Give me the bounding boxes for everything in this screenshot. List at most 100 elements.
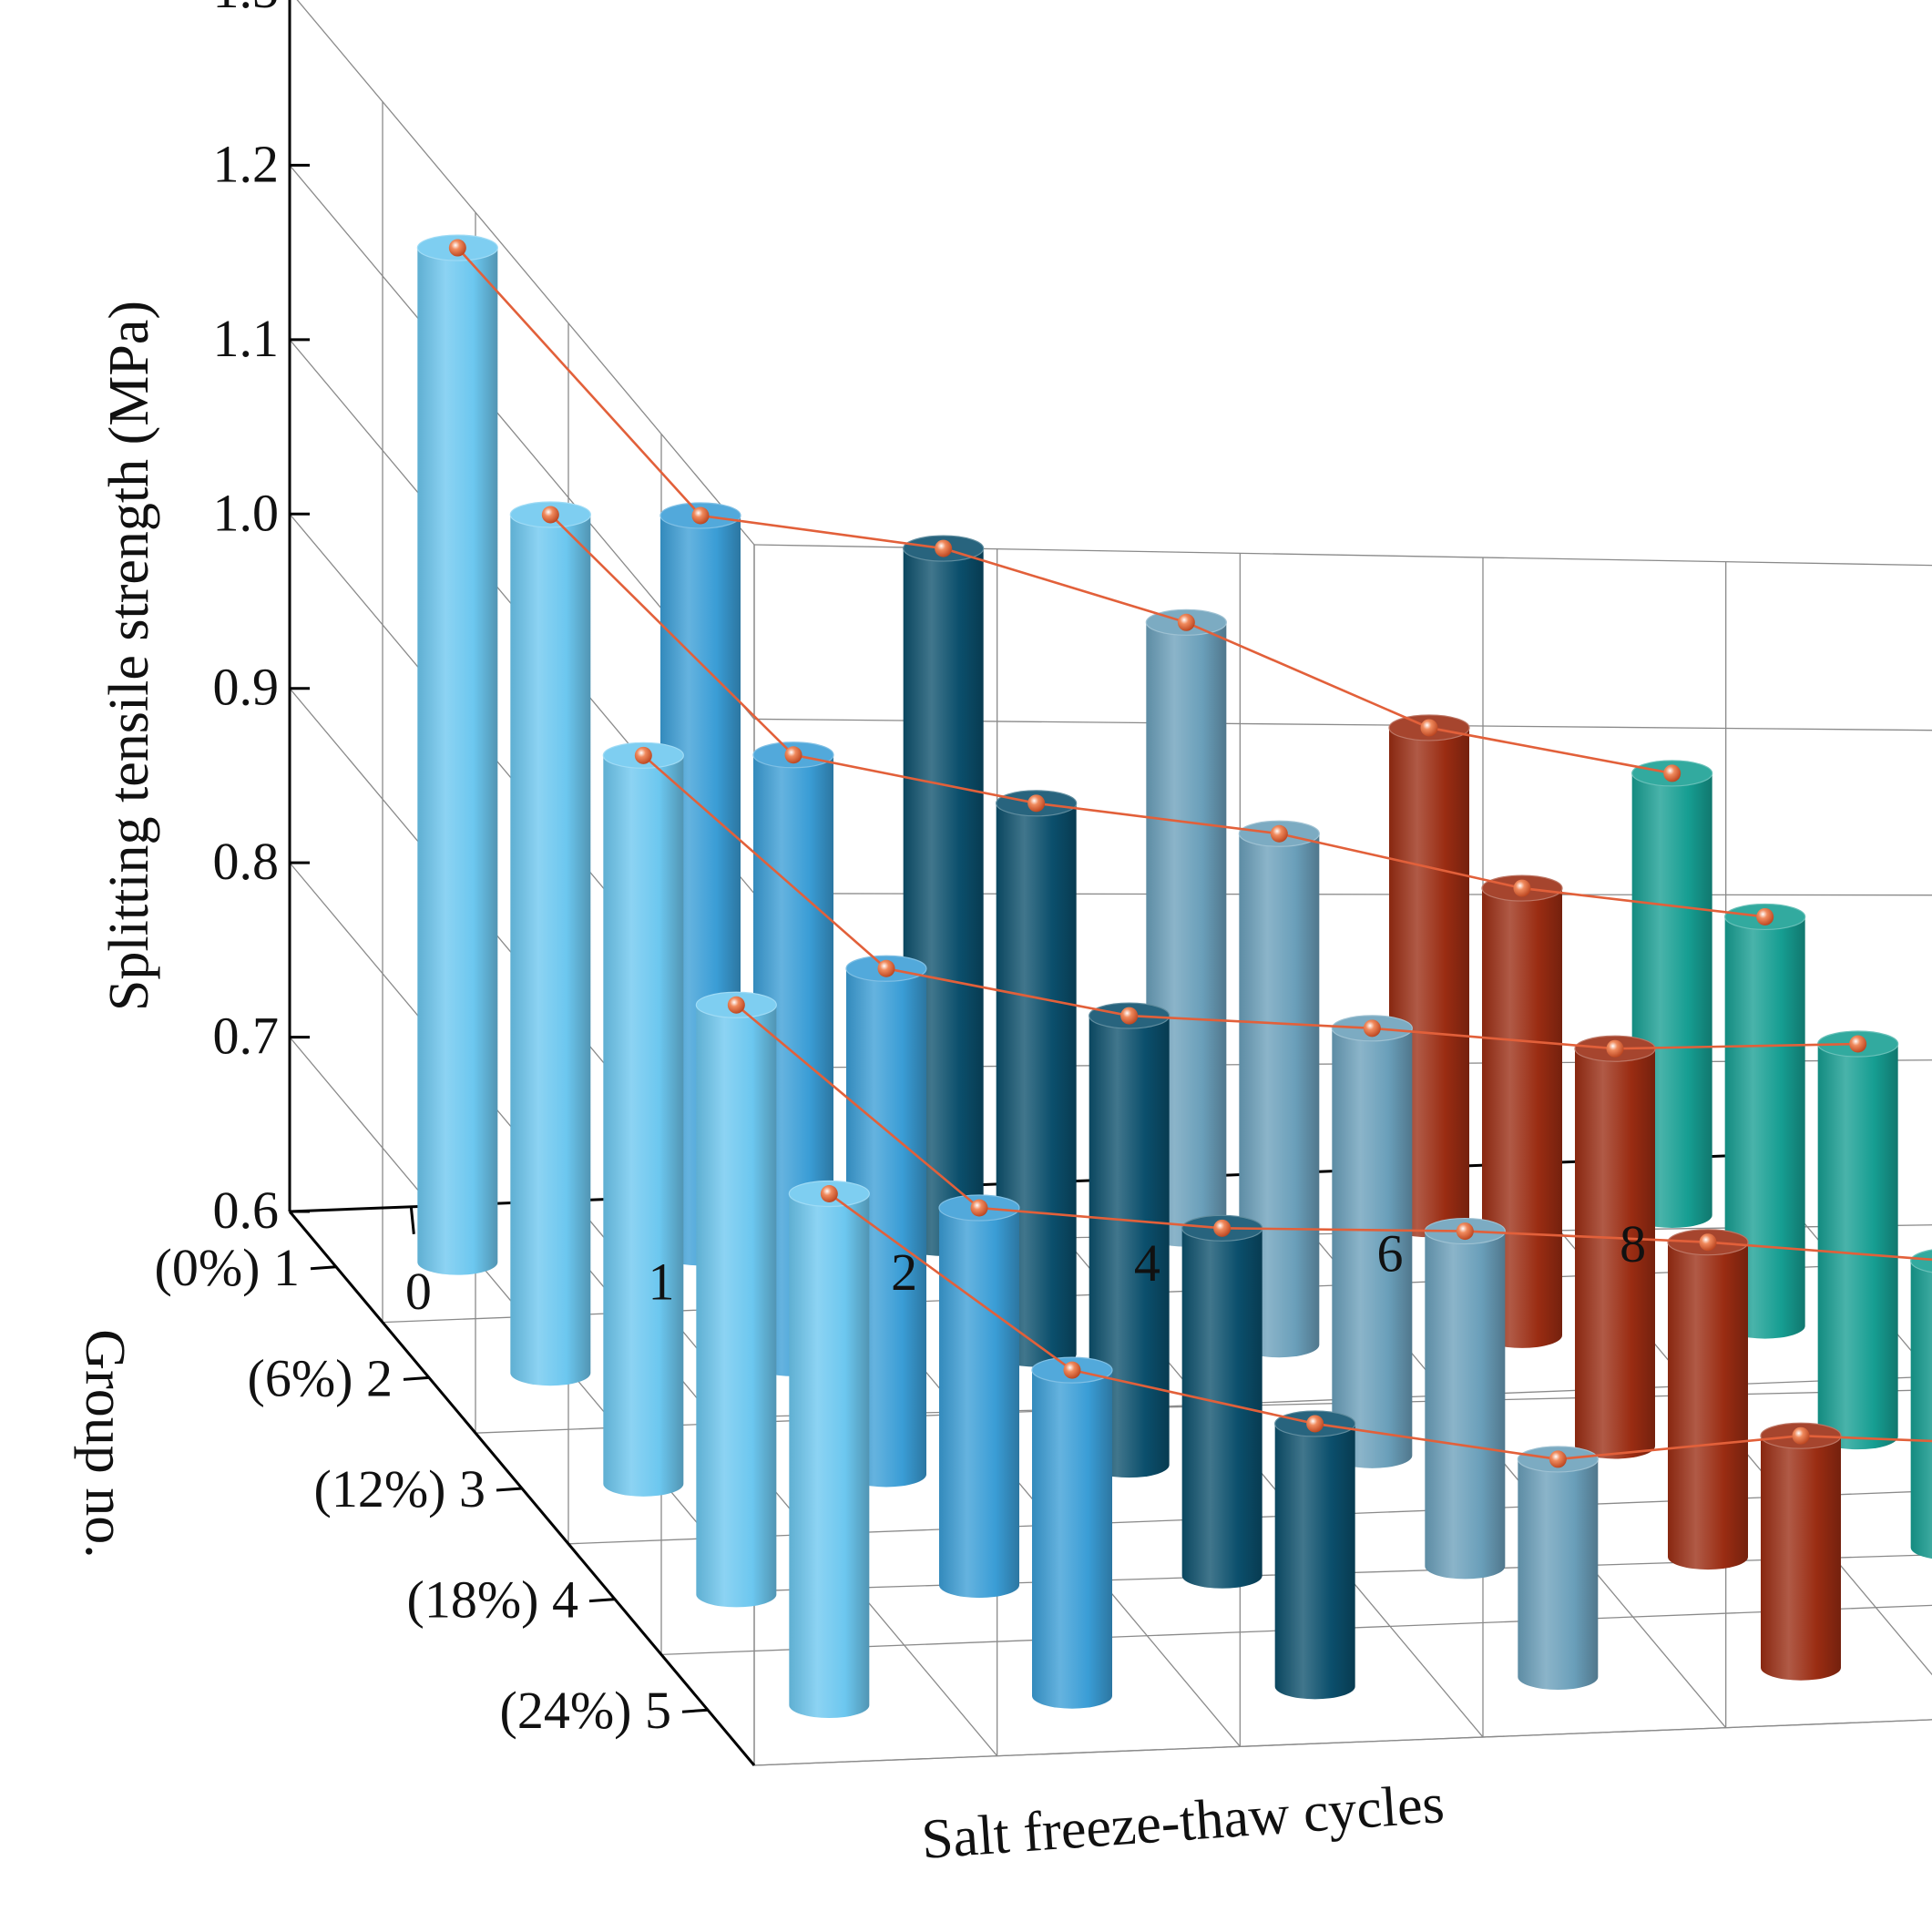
bar-body: [696, 1005, 777, 1608]
x-tick-label: 6: [1377, 1224, 1404, 1283]
bar: [1817, 1030, 1899, 1450]
data-point: [1699, 1233, 1717, 1252]
series-line: [828, 1192, 1932, 1461]
trend-lines: [456, 247, 1932, 1461]
data-point: [1792, 1426, 1810, 1445]
data-point: [1606, 1039, 1624, 1058]
y-tick: [310, 1265, 337, 1271]
bar-body: [1575, 1048, 1655, 1459]
data-point: [935, 539, 953, 557]
x-tick-label: 4: [1134, 1233, 1160, 1293]
bar: [938, 1194, 1020, 1599]
y-tick-label: (24%) 5: [500, 1681, 671, 1740]
y-tick-label: (6%) 2: [248, 1348, 393, 1407]
z-tick-label: 1.3: [213, 0, 280, 19]
x-tick-label: 1: [649, 1253, 675, 1312]
bar: [1517, 1446, 1599, 1691]
data-point: [1027, 794, 1046, 813]
data-point: [1363, 1019, 1381, 1038]
bar-body: [1089, 1016, 1170, 1478]
x-tick: [409, 1206, 415, 1234]
bar-body: [1518, 1458, 1599, 1691]
bar-body: [1761, 1436, 1841, 1681]
bar-body: [939, 1208, 1019, 1599]
z-tick-label: 0.6: [213, 1181, 280, 1240]
bar-body: [1668, 1242, 1748, 1570]
bar-body: [603, 755, 684, 1497]
y-tick: [588, 1598, 616, 1603]
bar-body: [510, 514, 591, 1386]
data-point: [448, 239, 466, 257]
y-axis-title: Group no.: [74, 1329, 136, 1558]
bar: [1910, 1249, 1932, 1559]
bar: [602, 741, 684, 1497]
data-point: [1177, 613, 1195, 631]
y-tick-label: (18%) 4: [407, 1570, 578, 1630]
bar: [1031, 1356, 1113, 1709]
series-line: [456, 247, 1672, 775]
data-point: [1849, 1035, 1867, 1053]
bar-body: [1724, 916, 1805, 1339]
data-point: [1120, 1007, 1139, 1025]
data-point: [541, 506, 559, 524]
bars: [416, 234, 1932, 1719]
y-tick: [681, 1708, 709, 1713]
bar-body: [417, 248, 498, 1275]
bar-top: [1910, 1249, 1932, 1273]
z-tick-label: 0.8: [213, 832, 280, 891]
data-point: [1513, 879, 1531, 897]
z-tick-label: 0.9: [213, 658, 280, 717]
grid-floor-line: [660, 1604, 1932, 1656]
data-point: [970, 1199, 988, 1217]
x-axis-title: Salt freeze-thaw cycles: [919, 1773, 1446, 1871]
grid-floor-line: [753, 1719, 1932, 1766]
z-tick-label: 1.1: [213, 309, 280, 368]
data-point: [1213, 1219, 1232, 1237]
series-line: [549, 514, 1765, 918]
data-point: [1756, 907, 1774, 925]
series-line: [735, 1004, 1932, 1262]
bar: [1760, 1422, 1842, 1681]
data-point: [691, 506, 710, 525]
data-point: [784, 746, 802, 764]
data-point: [1663, 764, 1682, 782]
bar: [416, 234, 498, 1275]
bar-body: [1910, 1261, 1932, 1559]
bar-body: [1032, 1370, 1112, 1709]
data-point: [877, 959, 895, 977]
series-line: [642, 754, 1858, 1050]
y-tick: [403, 1375, 430, 1381]
markers: [448, 239, 1867, 1468]
bar: [509, 501, 591, 1386]
z-tick-label: 0.7: [213, 1007, 280, 1066]
bar: [1424, 1217, 1506, 1580]
bar-body: [789, 1193, 870, 1719]
y-tick-label: (12%) 3: [314, 1459, 486, 1518]
data-point: [727, 996, 745, 1014]
z-tick-label: 1.2: [213, 134, 280, 193]
bar-body: [1817, 1044, 1898, 1450]
bar-body: [1274, 1423, 1355, 1700]
grid-left-wall-line: [296, 0, 755, 546]
data-point: [1063, 1361, 1081, 1379]
data-point: [634, 746, 652, 764]
y-tick: [496, 1487, 523, 1492]
x-tick-label: 2: [891, 1242, 917, 1302]
data-point: [1456, 1222, 1474, 1241]
bar-body: [1425, 1231, 1506, 1580]
z-tick-label: 1.0: [213, 483, 280, 542]
bar: [1667, 1229, 1749, 1570]
y-tick-label: (0%) 1: [155, 1238, 300, 1297]
bar-body: [1181, 1228, 1262, 1589]
z-axis-title: Splitting tensile strength (MPa): [98, 301, 160, 1011]
grid-back-wall-line: [753, 1719, 1932, 1766]
x-tick-label: 0: [405, 1262, 432, 1321]
bar: [1181, 1214, 1263, 1589]
data-point: [1270, 824, 1288, 843]
data-point: [820, 1184, 838, 1202]
data-point: [1420, 719, 1438, 737]
bar: [1574, 1035, 1656, 1459]
data-point: [1306, 1415, 1324, 1433]
bar-body: [1332, 1028, 1413, 1468]
